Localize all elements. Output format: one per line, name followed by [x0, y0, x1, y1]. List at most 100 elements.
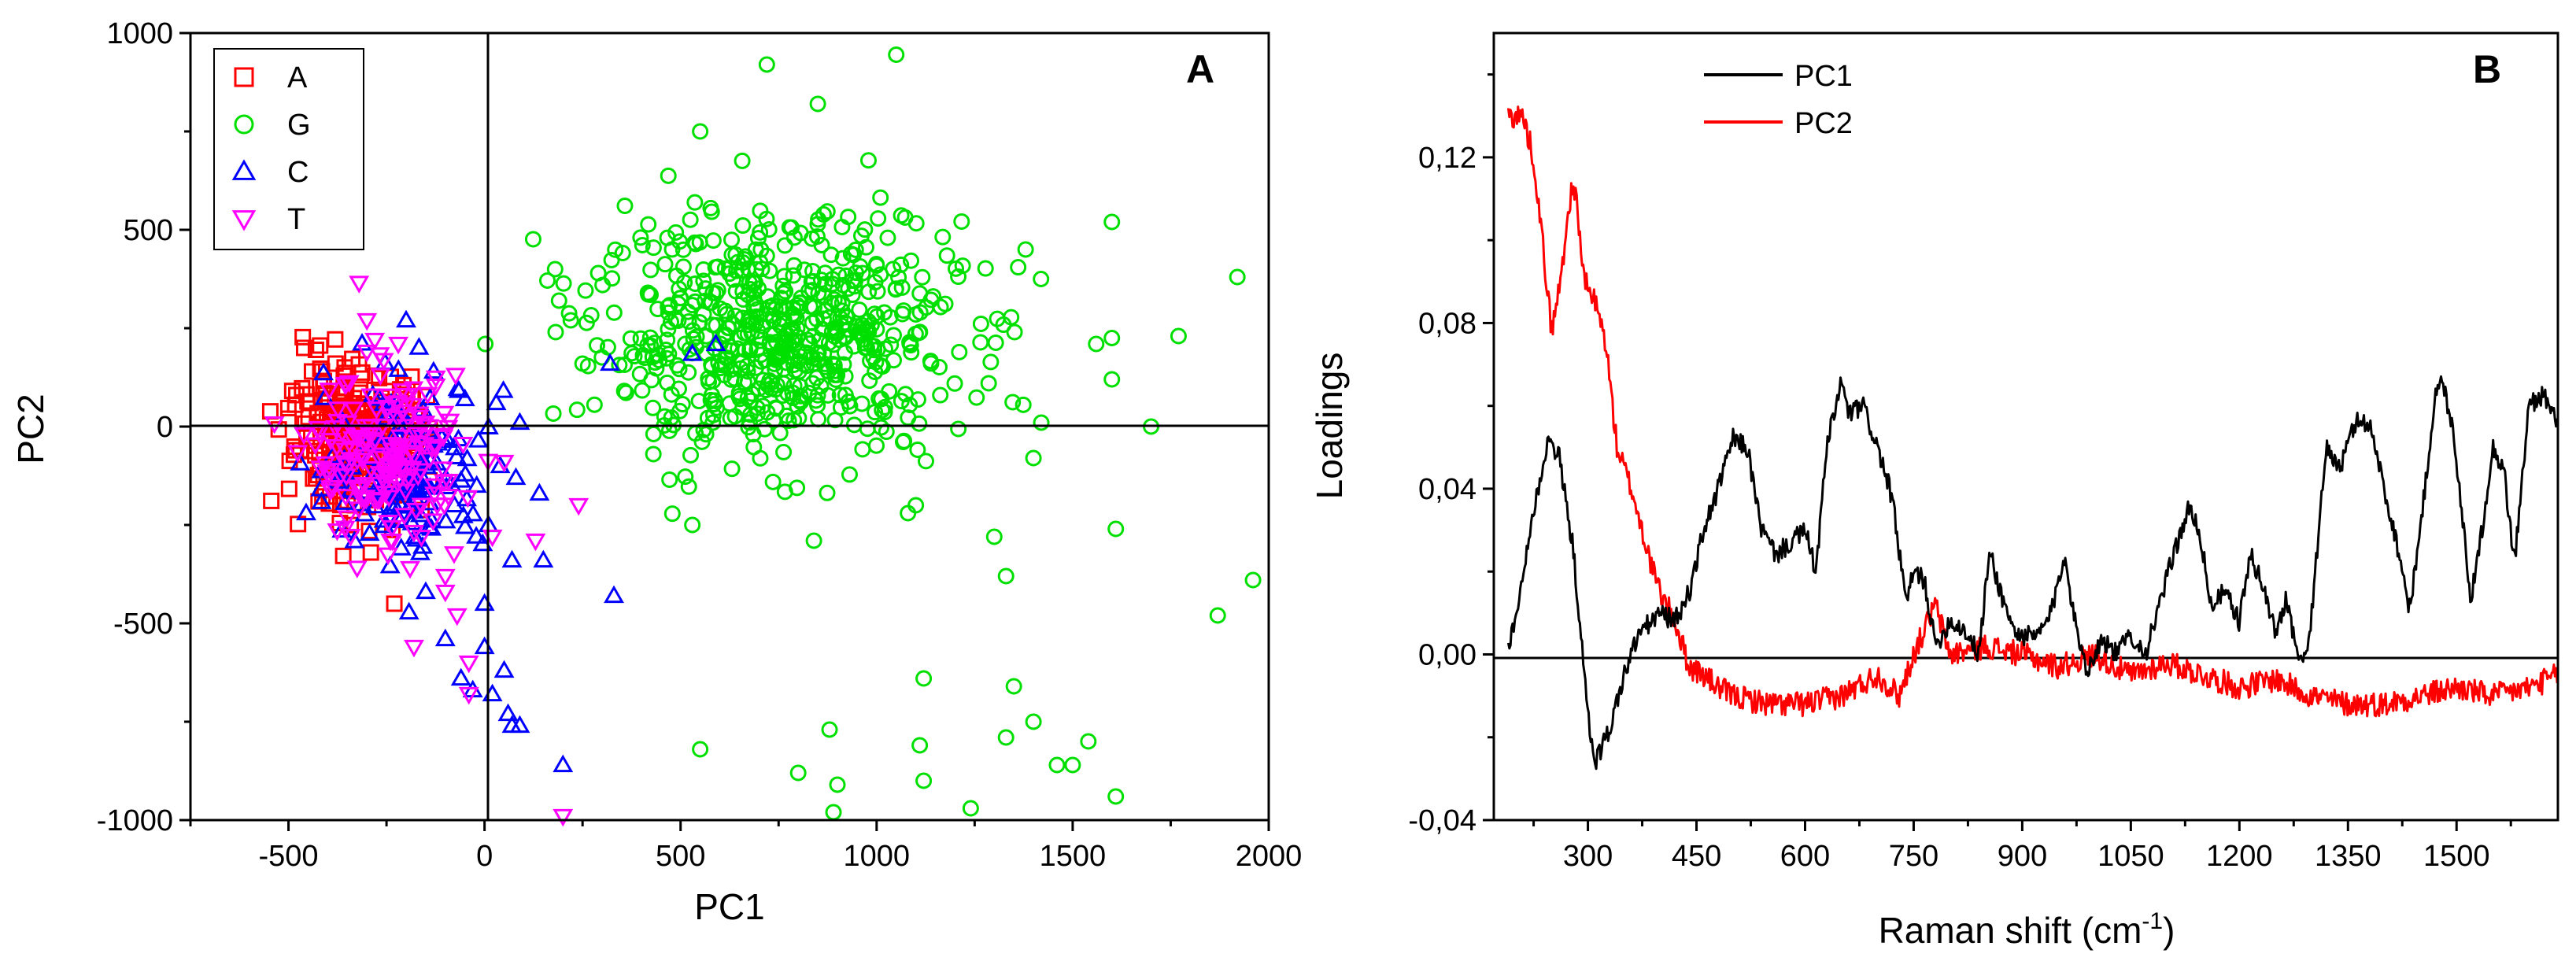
point-G [868, 256, 885, 273]
point-C [379, 555, 401, 574]
point-T [453, 437, 474, 455]
point-T [438, 474, 459, 492]
point-G [539, 272, 556, 289]
point-T [568, 497, 589, 516]
point-C [290, 453, 311, 471]
point-C [450, 667, 471, 686]
point-G [1005, 678, 1022, 695]
point-G [972, 334, 989, 351]
point-T [458, 655, 479, 674]
x-tick-label: 500 [656, 840, 705, 873]
point-G [758, 210, 775, 227]
point-G [640, 216, 657, 233]
point-G [911, 737, 929, 754]
point-G [811, 331, 828, 349]
point-G [801, 334, 819, 352]
point-A [327, 331, 344, 348]
point-G [758, 56, 775, 73]
point-G [826, 291, 843, 309]
point-G [632, 229, 649, 246]
point-G [854, 441, 871, 458]
point-G [687, 235, 704, 253]
panel-a-xlabel: PC1 [694, 886, 764, 927]
point-G [819, 484, 836, 501]
point-G [661, 471, 678, 488]
point-G [980, 375, 997, 392]
point-G [1033, 271, 1050, 288]
y-tick-label: 0 [157, 411, 173, 444]
point-G [824, 271, 841, 288]
point-T [411, 497, 432, 516]
point-G [872, 189, 889, 206]
point-A [312, 337, 329, 354]
point-G [741, 406, 759, 423]
point-T [340, 528, 361, 547]
point-A [261, 403, 279, 420]
x-tick-label: 1500 [1040, 840, 1107, 873]
point-C [505, 467, 527, 486]
point-G [951, 343, 968, 360]
legend-a-frame [213, 48, 364, 250]
point-G [821, 721, 838, 738]
point-G [962, 800, 979, 817]
point-G [691, 313, 708, 331]
legend-label-C: C [287, 156, 309, 189]
point-G [777, 283, 794, 300]
point-G [724, 316, 741, 333]
point-G [893, 393, 910, 410]
point-T [366, 401, 387, 419]
point-T [360, 388, 382, 406]
point-G [786, 362, 804, 379]
legend-label-PC1: PC1 [1794, 60, 1853, 93]
point-T [323, 480, 344, 498]
point-T [343, 401, 364, 419]
point-G [734, 217, 752, 235]
point-G [695, 272, 712, 290]
y-tick-label: -500 [113, 608, 173, 641]
point-G [759, 376, 776, 394]
point-G [734, 152, 751, 169]
point-G [785, 267, 802, 284]
x-tick-label: 0 [476, 840, 493, 873]
point-A [362, 544, 379, 561]
point-G [950, 268, 967, 286]
point-C [529, 482, 550, 501]
point-G [611, 357, 628, 374]
point-T [357, 344, 378, 363]
point-T [385, 460, 405, 478]
point-G [775, 443, 793, 460]
point-G [648, 360, 665, 377]
point-G [670, 312, 687, 329]
point-C [296, 502, 316, 521]
point-G [735, 374, 752, 391]
point-C [359, 523, 380, 541]
point-T [493, 454, 515, 473]
point-G [679, 303, 697, 320]
point-G [775, 375, 793, 392]
point-G [997, 567, 1015, 585]
y-tick-label: -0,04 [1408, 804, 1476, 837]
point-C [501, 549, 523, 568]
point-G [907, 325, 924, 342]
x-tick-label: 1200 [2206, 840, 2273, 873]
y-tick-label: 0,12 [1418, 142, 1476, 175]
point-G [589, 264, 607, 282]
point-G [768, 376, 785, 394]
point-G [792, 387, 809, 405]
point-G [660, 298, 677, 316]
point-G [840, 393, 857, 410]
point-T [439, 413, 460, 432]
point-G [808, 227, 826, 245]
point-T [360, 461, 382, 479]
point-G [938, 247, 955, 264]
point-G [659, 229, 676, 246]
point-G [881, 383, 898, 400]
point-T [553, 808, 574, 827]
point-G [784, 320, 801, 337]
point-G [1107, 788, 1125, 805]
point-G [642, 261, 660, 279]
point-G [833, 294, 851, 312]
point-G [1107, 520, 1125, 538]
point-T [421, 441, 442, 460]
point-G [663, 313, 680, 331]
